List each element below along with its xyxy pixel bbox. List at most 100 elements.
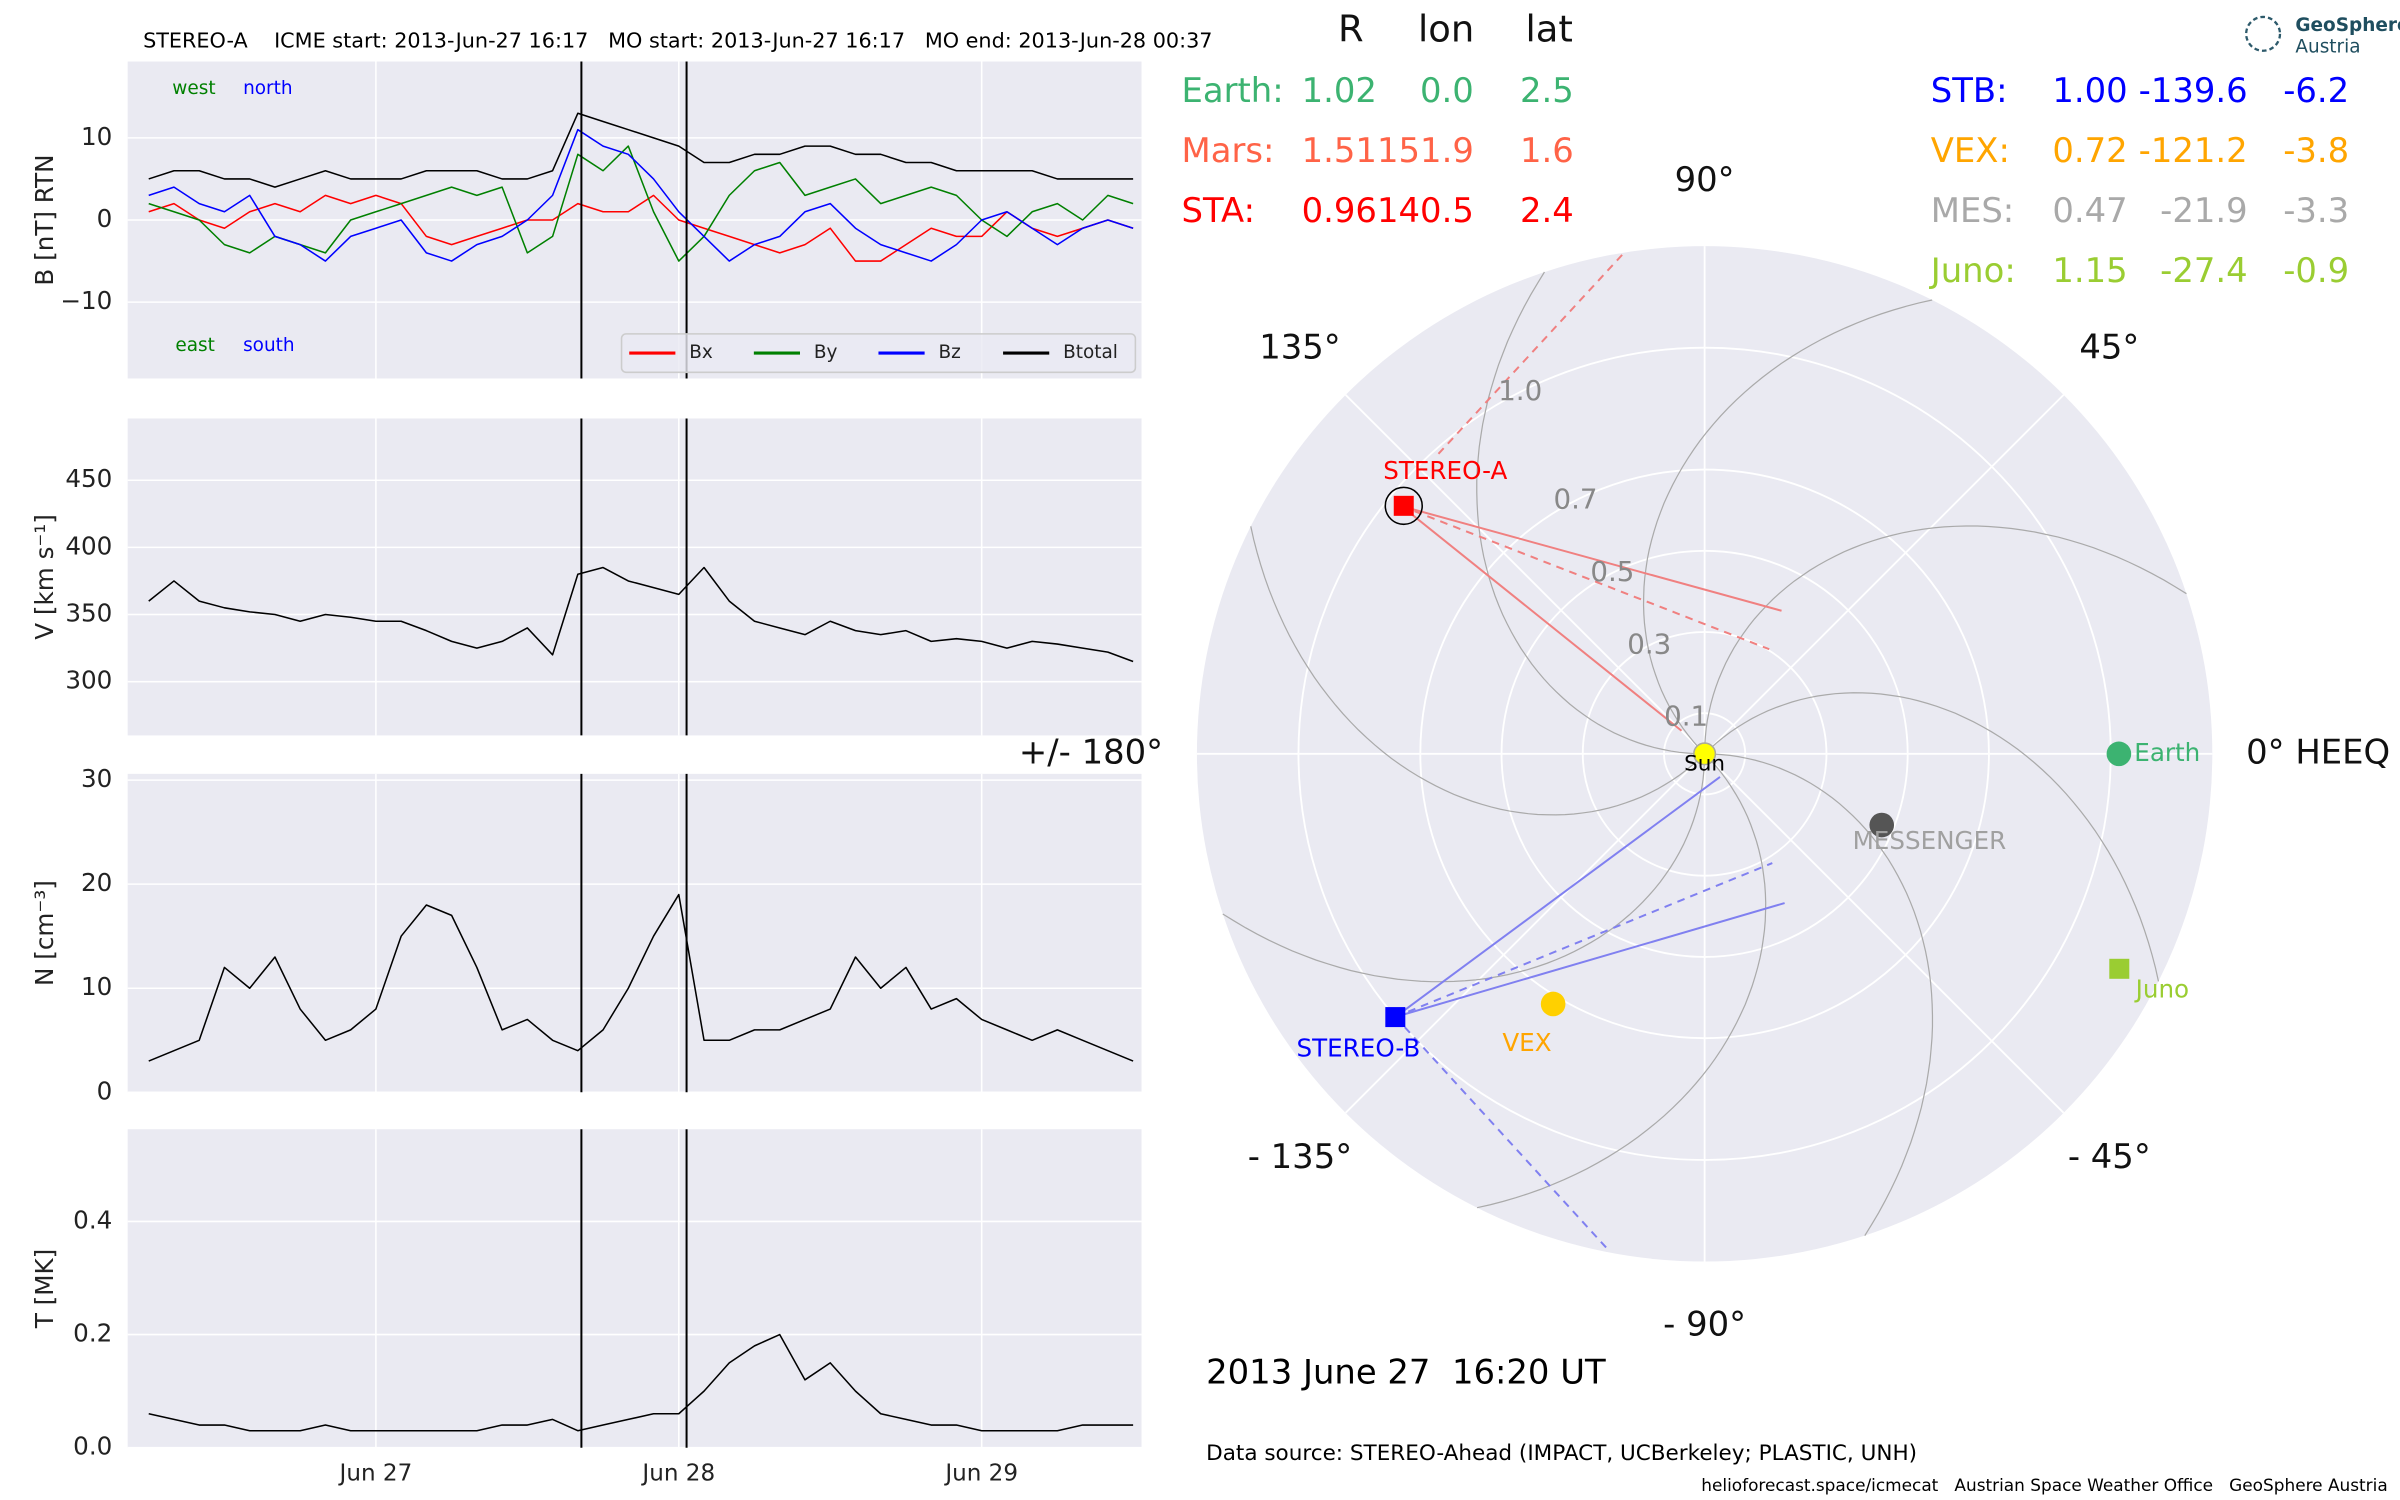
row-label: VEX: — [1931, 131, 2010, 170]
spiral-line — [1476, 271, 1705, 755]
y-tick-label: 10 — [81, 122, 112, 151]
y-tick-label: 0 — [97, 204, 113, 233]
table-cell: -27.4 — [2160, 251, 2248, 290]
data-line — [148, 145, 1134, 262]
y-tick-label: 20 — [81, 868, 112, 897]
data-line — [148, 1333, 1134, 1432]
row-label: STA: — [1182, 191, 1255, 230]
radius-label: 0.1 — [1664, 700, 1708, 733]
panel-background — [127, 1129, 1142, 1448]
table-cell: 1.15 — [2052, 251, 2127, 290]
annotation: east — [175, 335, 215, 356]
grid-spoke — [1344, 753, 1706, 1114]
connection-line — [1401, 505, 1770, 651]
x-tick-label: Jun 29 — [943, 1460, 1018, 1486]
table-cell: 0.72 — [2052, 131, 2127, 170]
angle-label: 0° HEEQ — [2246, 732, 2390, 771]
planet-marker — [1385, 1007, 1406, 1028]
planet-label: Juno — [2134, 974, 2190, 1003]
data-line — [148, 893, 1134, 1062]
angle-label: - 45° — [2068, 1137, 2151, 1176]
y-tick-label: 450 — [65, 464, 112, 493]
y-tick-label: 300 — [65, 666, 112, 695]
planet-marker — [2109, 958, 2130, 979]
y-axis-label: B [nT] RTN — [30, 154, 59, 285]
connection-line — [1401, 505, 1782, 612]
grid-spoke — [1344, 394, 1706, 755]
legend-label: Btotal — [1063, 342, 1118, 363]
row-label: Earth: — [1182, 71, 1284, 110]
table-cell: -21.9 — [2160, 191, 2248, 230]
data-line — [148, 566, 1134, 663]
legend-label: Bz — [938, 342, 960, 363]
column-header: R — [1338, 7, 1364, 50]
data-source: Data source: STEREO-Ahead (IMPACT, UCBer… — [1206, 1441, 1917, 1466]
spiral-line — [1222, 753, 1706, 983]
table-cell: 1.02 — [1302, 71, 1377, 110]
row-label: STB: — [1931, 71, 2008, 110]
radius-label: 0.7 — [1554, 483, 1598, 516]
spacecraft-ring — [1384, 486, 1423, 526]
panel-background — [127, 773, 1142, 1093]
y-tick-label: 10 — [81, 972, 112, 1001]
annotation: west — [172, 78, 215, 99]
spiral-line — [1476, 753, 1767, 1209]
table-cell: -6.2 — [2283, 71, 2349, 110]
y-tick-label: 0.0 — [73, 1432, 112, 1461]
connection-line — [1437, 253, 1624, 455]
logo-icon — [2245, 15, 2282, 52]
legend-label: Bx — [689, 342, 713, 363]
y-tick-label: 0.4 — [73, 1205, 112, 1234]
table-cell: 0.0 — [1420, 71, 1474, 110]
spiral-line — [1704, 692, 2160, 982]
y-axis-label: T [MK] — [30, 1249, 59, 1329]
planet-marker — [1869, 812, 1895, 838]
data-line — [148, 128, 1134, 262]
table-cell: 151.9 — [1377, 131, 1474, 170]
grid-spoke — [1703, 753, 2065, 1114]
radius-label: 1.0 — [1498, 374, 1542, 407]
figure-title: STEREO-A ICME start: 2013-Jun-27 16:17 M… — [143, 29, 1212, 53]
planet-label: Earth — [2134, 738, 2200, 767]
y-tick-label: 400 — [65, 531, 112, 560]
connection-line — [1395, 862, 1773, 1018]
angle-label: - 90° — [1663, 1305, 1746, 1344]
table-cell: -3.8 — [2283, 131, 2349, 170]
planet-marker — [2106, 741, 2132, 767]
planet-label: STEREO-B — [1296, 1033, 1420, 1062]
table-cell: 1.51 — [1302, 131, 1377, 170]
angle-label: +/- 180° — [1019, 732, 1163, 771]
spiral-line — [1250, 526, 1706, 816]
data-line — [148, 112, 1134, 188]
y-axis-label: V [km s⁻¹] — [30, 514, 59, 640]
y-tick-label: 350 — [65, 599, 112, 628]
row-label: Mars: — [1182, 131, 1275, 170]
spiral-line — [1704, 525, 2187, 754]
angle-label: 90° — [1675, 160, 1735, 199]
table-cell: 2.5 — [1520, 71, 1574, 110]
panel-background — [127, 418, 1142, 736]
table-cell: 0.47 — [2052, 191, 2127, 230]
row-label: Juno: — [1929, 251, 2016, 290]
radius-label: 0.3 — [1627, 627, 1671, 660]
angle-label: 135° — [1259, 328, 1340, 367]
planet-marker — [1540, 991, 1566, 1017]
planet-marker — [1693, 742, 1717, 766]
angle-label: 45° — [2079, 328, 2139, 367]
y-axis-label: N [cm⁻³] — [30, 880, 59, 986]
spiral-line — [1642, 299, 1933, 755]
connection-line — [1394, 1016, 1609, 1250]
legend-label: By — [814, 342, 838, 363]
row-label: MES: — [1931, 191, 2014, 230]
table-cell: -121.2 — [2139, 131, 2248, 170]
table-cell: 1.00 — [2052, 71, 2127, 110]
logo-text: Austria — [2295, 37, 2360, 58]
connection-line — [1395, 902, 1785, 1018]
data-line — [148, 194, 1134, 262]
planet-label: VEX — [1502, 1028, 1551, 1057]
grid-spoke — [1703, 394, 2065, 755]
table-cell: -0.9 — [2283, 251, 2349, 290]
y-tick-label: 0.2 — [73, 1319, 112, 1348]
table-cell: 140.5 — [1377, 191, 1474, 230]
